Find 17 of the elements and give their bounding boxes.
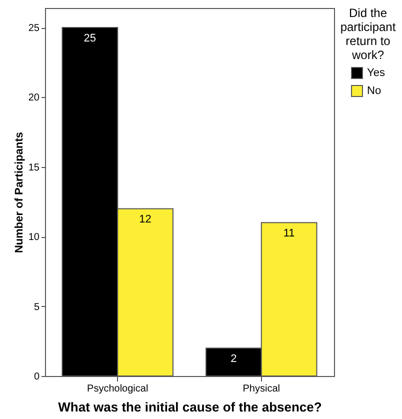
x-tick-label: Physical (242, 384, 280, 394)
data-label: 2 (230, 353, 237, 366)
data-label: 12 (139, 214, 152, 226)
y-axis-title: Number of Participants (13, 132, 26, 254)
y-tick-label: 25 (28, 23, 40, 34)
data-label: 11 (283, 228, 295, 240)
data-label: 25 (84, 32, 96, 45)
legend-title: Did the participant return to work? (340, 6, 396, 62)
y-tick-label: 10 (28, 232, 40, 244)
x-tick-label: Psychological (87, 384, 148, 394)
legend-label: No (367, 85, 382, 97)
legend-label: Yes (367, 67, 386, 79)
y-tick-label: 15 (28, 162, 40, 174)
y-tick-label: 0 (34, 372, 40, 382)
x-axis-title: What was the initial cause of the absence? (58, 400, 322, 414)
y-tick-label: 5 (34, 302, 40, 313)
y-tick-label: 20 (28, 92, 40, 104)
